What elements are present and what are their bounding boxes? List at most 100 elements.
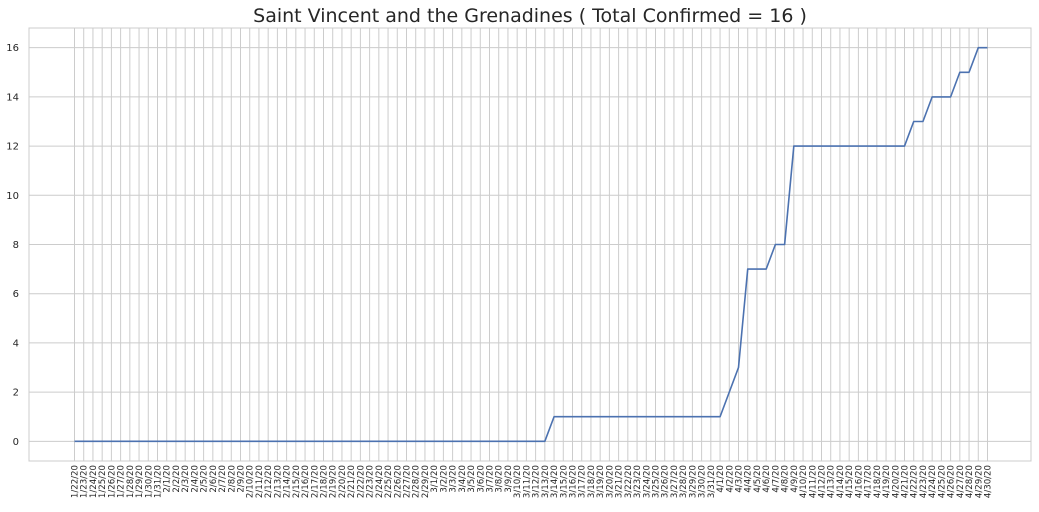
x-tick-label: 3/18/20 <box>587 465 597 498</box>
x-tick-label: 3/28/20 <box>679 465 689 498</box>
x-tick-label: 4/26/20 <box>947 465 957 498</box>
y-tick-label: 2 <box>13 388 19 399</box>
x-tick-label: 4/28/20 <box>965 465 975 498</box>
x-tick-label: 2/12/20 <box>264 465 274 498</box>
x-tick-label: 2/4/20 <box>190 465 200 493</box>
x-tick-label: 4/21/20 <box>901 465 911 498</box>
x-tick-label: 4/7/20 <box>771 465 781 493</box>
x-tick-label: 2/25/20 <box>384 465 394 498</box>
x-tick-label: 3/8/20 <box>495 465 505 493</box>
x-tick-label: 4/6/20 <box>762 465 772 493</box>
x-tick-label: 2/7/20 <box>218 465 228 493</box>
x-tick-label: 3/29/20 <box>688 465 698 498</box>
x-tick-label: 2/17/20 <box>310 465 320 498</box>
y-tick-label: 14 <box>6 92 19 103</box>
x-tick-label: 4/27/20 <box>956 465 966 498</box>
x-tick-label: 2/21/20 <box>347 465 357 498</box>
x-tick-label: 4/23/20 <box>919 465 929 498</box>
x-tick-label: 4/25/20 <box>937 465 947 498</box>
x-tick-label: 2/3/20 <box>181 465 191 493</box>
y-tick-label: 8 <box>13 240 19 251</box>
x-tick-label: 2/26/20 <box>393 465 403 498</box>
x-tick-label: 3/17/20 <box>578 465 588 498</box>
x-tick-label: 4/11/20 <box>808 465 818 498</box>
x-tick-label: 4/5/20 <box>753 465 763 493</box>
y-tick-label: 0 <box>13 437 19 448</box>
x-tick-label: 3/20/20 <box>605 465 615 498</box>
x-tick-label: 4/12/20 <box>818 465 828 498</box>
y-tick-label: 4 <box>13 338 19 349</box>
x-tick-label: 2/29/20 <box>421 465 431 498</box>
x-tick-label: 3/15/20 <box>559 465 569 498</box>
y-tick-label: 6 <box>13 289 19 300</box>
x-tick-label: 3/5/20 <box>467 465 477 493</box>
x-tick-label: 3/6/20 <box>476 465 486 493</box>
x-tick-label: 4/15/20 <box>845 465 855 498</box>
x-tick-label: 4/29/20 <box>974 465 984 498</box>
x-tick-label: 3/19/20 <box>596 465 606 498</box>
x-tick-label: 2/24/20 <box>375 465 385 498</box>
x-tick-label: 3/10/20 <box>513 465 523 498</box>
x-tick-label: 4/24/20 <box>928 465 938 498</box>
x-tick-label: 2/9/20 <box>237 465 247 493</box>
x-tick-label: 4/16/20 <box>854 465 864 498</box>
x-tick-label: 2/11/20 <box>255 465 265 498</box>
y-gridlines <box>29 47 1031 442</box>
x-tick-label: 2/19/20 <box>329 465 339 498</box>
x-tick-label: 4/30/20 <box>984 465 994 498</box>
x-tick-label: 2/15/20 <box>292 465 302 498</box>
x-tick-label: 2/2/20 <box>172 465 182 493</box>
x-tick-label: 2/13/20 <box>273 465 283 498</box>
x-tick-label: 1/23/20 <box>80 465 90 498</box>
x-tick-label: 3/21/20 <box>615 465 625 498</box>
x-tick-label: 2/23/20 <box>366 465 376 498</box>
x-tick-label: 2/14/20 <box>283 465 293 498</box>
x-tick-label: 3/23/20 <box>633 465 643 498</box>
x-tick-label: 2/5/20 <box>200 465 210 493</box>
x-tick-label: 1/30/20 <box>144 465 154 498</box>
x-tick-label: 3/14/20 <box>550 465 560 498</box>
x-tick-label: 3/27/20 <box>670 465 680 498</box>
x-tick-label: 3/2/20 <box>439 465 449 493</box>
x-tick-label: 3/16/20 <box>569 465 579 498</box>
x-tick-label: 4/4/20 <box>744 465 754 493</box>
x-tick-label: 3/30/20 <box>698 465 708 498</box>
x-tick-label: 1/29/20 <box>135 465 145 498</box>
x-tick-label: 3/9/20 <box>504 465 514 493</box>
x-tick-label: 3/4/20 <box>458 465 468 493</box>
x-tick-label: 4/2/20 <box>725 465 735 493</box>
x-tick-label: 2/28/20 <box>412 465 422 498</box>
x-tick-label: 1/28/20 <box>126 465 136 498</box>
x-tick-label: 3/12/20 <box>532 465 542 498</box>
x-tick-label: 4/10/20 <box>799 465 809 498</box>
x-tick-label: 4/1/20 <box>716 465 726 493</box>
chart-title: Saint Vincent and the Grenadines ( Total… <box>253 5 807 27</box>
y-tick-label: 16 <box>6 43 19 54</box>
y-tick-label: 12 <box>6 142 19 153</box>
x-tick-label: 2/8/20 <box>227 465 237 493</box>
x-tick-label: 2/10/20 <box>246 465 256 498</box>
x-tick-label: 4/18/20 <box>873 465 883 498</box>
x-tick-labels: 1/22/20 1/23/20 1/24/20 1/25/20 1/26/20 1/27/… <box>71 465 994 498</box>
x-tick-label: 1/26/20 <box>107 465 117 498</box>
x-tick-label: 3/22/20 <box>624 465 634 498</box>
x-tick-label: 3/7/20 <box>486 465 496 493</box>
y-tick-label: 10 <box>6 191 19 202</box>
x-tick-label: 3/13/20 <box>541 465 551 498</box>
x-tick-label: 2/27/20 <box>403 465 413 498</box>
x-tick-label: 1/27/20 <box>117 465 127 498</box>
plot-area-frame <box>28 27 1032 462</box>
x-tick-label: 4/20/20 <box>891 465 901 498</box>
x-tick-label: 3/25/20 <box>652 465 662 498</box>
y-tick-labels: 0 2 4 6 8 10 12 14 16 <box>6 43 19 448</box>
x-tick-label: 2/6/20 <box>209 465 219 493</box>
x-tick-label: 3/1/20 <box>430 465 440 493</box>
x-tick-label: 3/26/20 <box>661 465 671 498</box>
x-tick-label: 4/17/20 <box>864 465 874 498</box>
x-tick-label: 3/31/20 <box>707 465 717 498</box>
x-tick-label: 3/24/20 <box>642 465 652 498</box>
x-tick-label: 3/11/20 <box>522 465 532 498</box>
x-tick-label: 4/9/20 <box>790 465 800 493</box>
x-tick-label: 2/20/20 <box>338 465 348 498</box>
